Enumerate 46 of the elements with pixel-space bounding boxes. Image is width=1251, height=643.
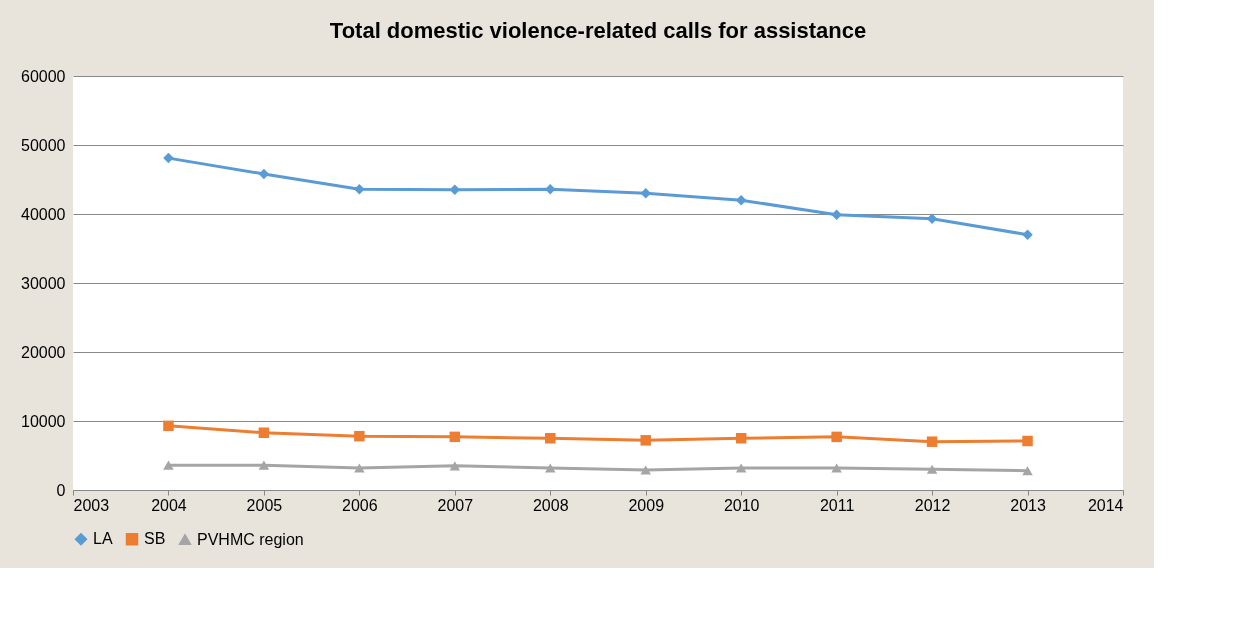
point xyxy=(640,188,651,199)
point xyxy=(449,461,461,471)
point xyxy=(163,420,174,432)
point xyxy=(354,430,365,442)
point xyxy=(258,460,270,470)
point xyxy=(258,427,270,438)
point xyxy=(926,436,938,447)
point xyxy=(163,152,174,164)
point xyxy=(163,460,174,470)
point xyxy=(640,435,651,446)
point xyxy=(1022,466,1033,476)
y-tick-label: 30000 xyxy=(21,274,66,292)
point xyxy=(831,209,842,220)
y-tick-label: 60000 xyxy=(21,67,66,85)
x-tick-label: 2013 xyxy=(1010,496,1046,514)
x-tick-label: 2014 xyxy=(1087,496,1124,514)
y-tick-label: 0 xyxy=(56,481,66,499)
y-tick-label: 40000 xyxy=(21,205,66,223)
x-tick-label: 2011 xyxy=(819,496,855,514)
x-tick-label: 2003 xyxy=(73,496,110,514)
point xyxy=(1022,229,1033,240)
x-tick-label: 2008 xyxy=(532,496,569,514)
point xyxy=(735,433,747,444)
point xyxy=(1022,435,1033,447)
point xyxy=(449,431,461,443)
y-tick-label: 10000 xyxy=(21,412,66,430)
x-tick-label: 2006 xyxy=(342,496,378,514)
x-tick-label: 2007 xyxy=(437,496,474,514)
point xyxy=(926,464,938,474)
x-tick-label: 2009 xyxy=(628,496,665,514)
y-tick-label: 50000 xyxy=(21,136,66,154)
y-tick-label: 20000 xyxy=(21,343,66,361)
point xyxy=(735,463,747,473)
point xyxy=(354,183,365,195)
legend-label: SB xyxy=(144,530,166,548)
chart-title: Total domestic violence-related calls for assistance xyxy=(329,18,867,43)
point xyxy=(258,168,270,180)
x-tick-label: 2010 xyxy=(723,496,760,514)
x-tick-label: 2005 xyxy=(246,496,283,514)
point xyxy=(640,465,651,475)
x-tick-label: 2004 xyxy=(151,496,187,514)
point xyxy=(831,431,842,443)
x-tick-label: 2012 xyxy=(914,496,951,514)
legend-label: LA xyxy=(93,530,113,548)
point xyxy=(545,433,556,444)
legend-label: PVHMC region xyxy=(197,530,304,548)
